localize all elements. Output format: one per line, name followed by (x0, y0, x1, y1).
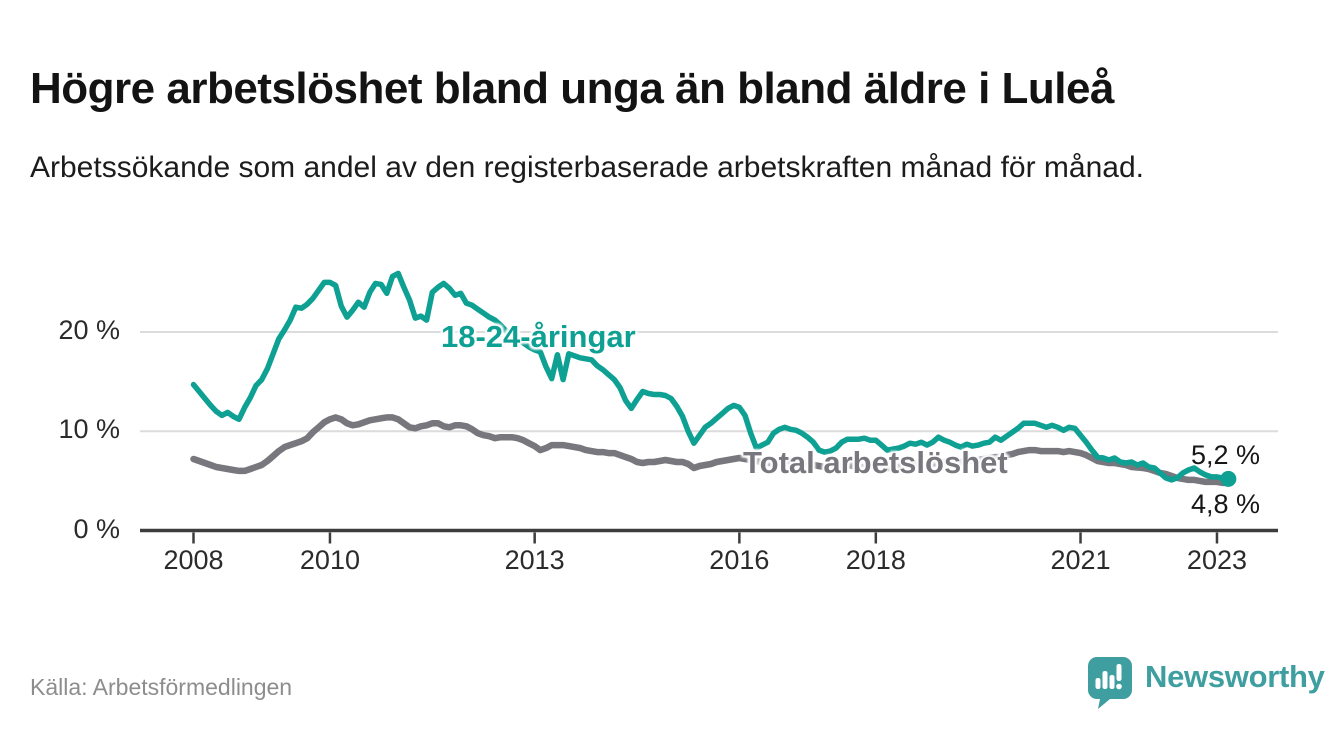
x-tick-label: 2023 (1186, 545, 1247, 575)
y-tick-label: 10 % (58, 414, 120, 445)
newsworthy-bubble-icon (1088, 657, 1132, 709)
end-value-total: 4,8 % (1190, 489, 1260, 519)
x-tick-label: 2018 (845, 545, 906, 575)
exclamation-dot (1116, 683, 1122, 690)
series-label-total: Total arbetslöshet (743, 445, 1008, 480)
series-line (190, 414, 1232, 487)
series-label-youth: 18-24-åringar (441, 319, 636, 354)
bar-icon-short (1095, 678, 1101, 689)
x-tick-label: 2008 (163, 545, 224, 575)
bar-icon-medium (1109, 675, 1115, 689)
end-value-youth: 5,2 % (1190, 440, 1260, 470)
chart-subtitle: Arbetssökande som andel av den registerb… (30, 151, 1144, 184)
x-tick-label: 2010 (299, 545, 360, 575)
y-tick-label: 0 % (73, 513, 120, 544)
y-tick-label: 20 % (58, 315, 120, 345)
brand-name: Newsworthy (1145, 659, 1325, 694)
x-tick-label: 2013 (504, 545, 565, 575)
source-note: Källa: Arbetsförmedlingen (30, 674, 293, 700)
chart-title: Högre arbetslöshet bland unga än bland ä… (30, 64, 1114, 114)
series-line (190, 270, 1232, 483)
newsworthy-logo[interactable]: Newsworthy (1087, 656, 1325, 712)
exclamation-bar (1116, 664, 1122, 681)
x-tick-label: 2021 (1050, 545, 1111, 575)
series-end-dot (1220, 470, 1237, 487)
x-tick-label: 2016 (709, 545, 770, 575)
bar-icon-tall (1102, 671, 1108, 689)
